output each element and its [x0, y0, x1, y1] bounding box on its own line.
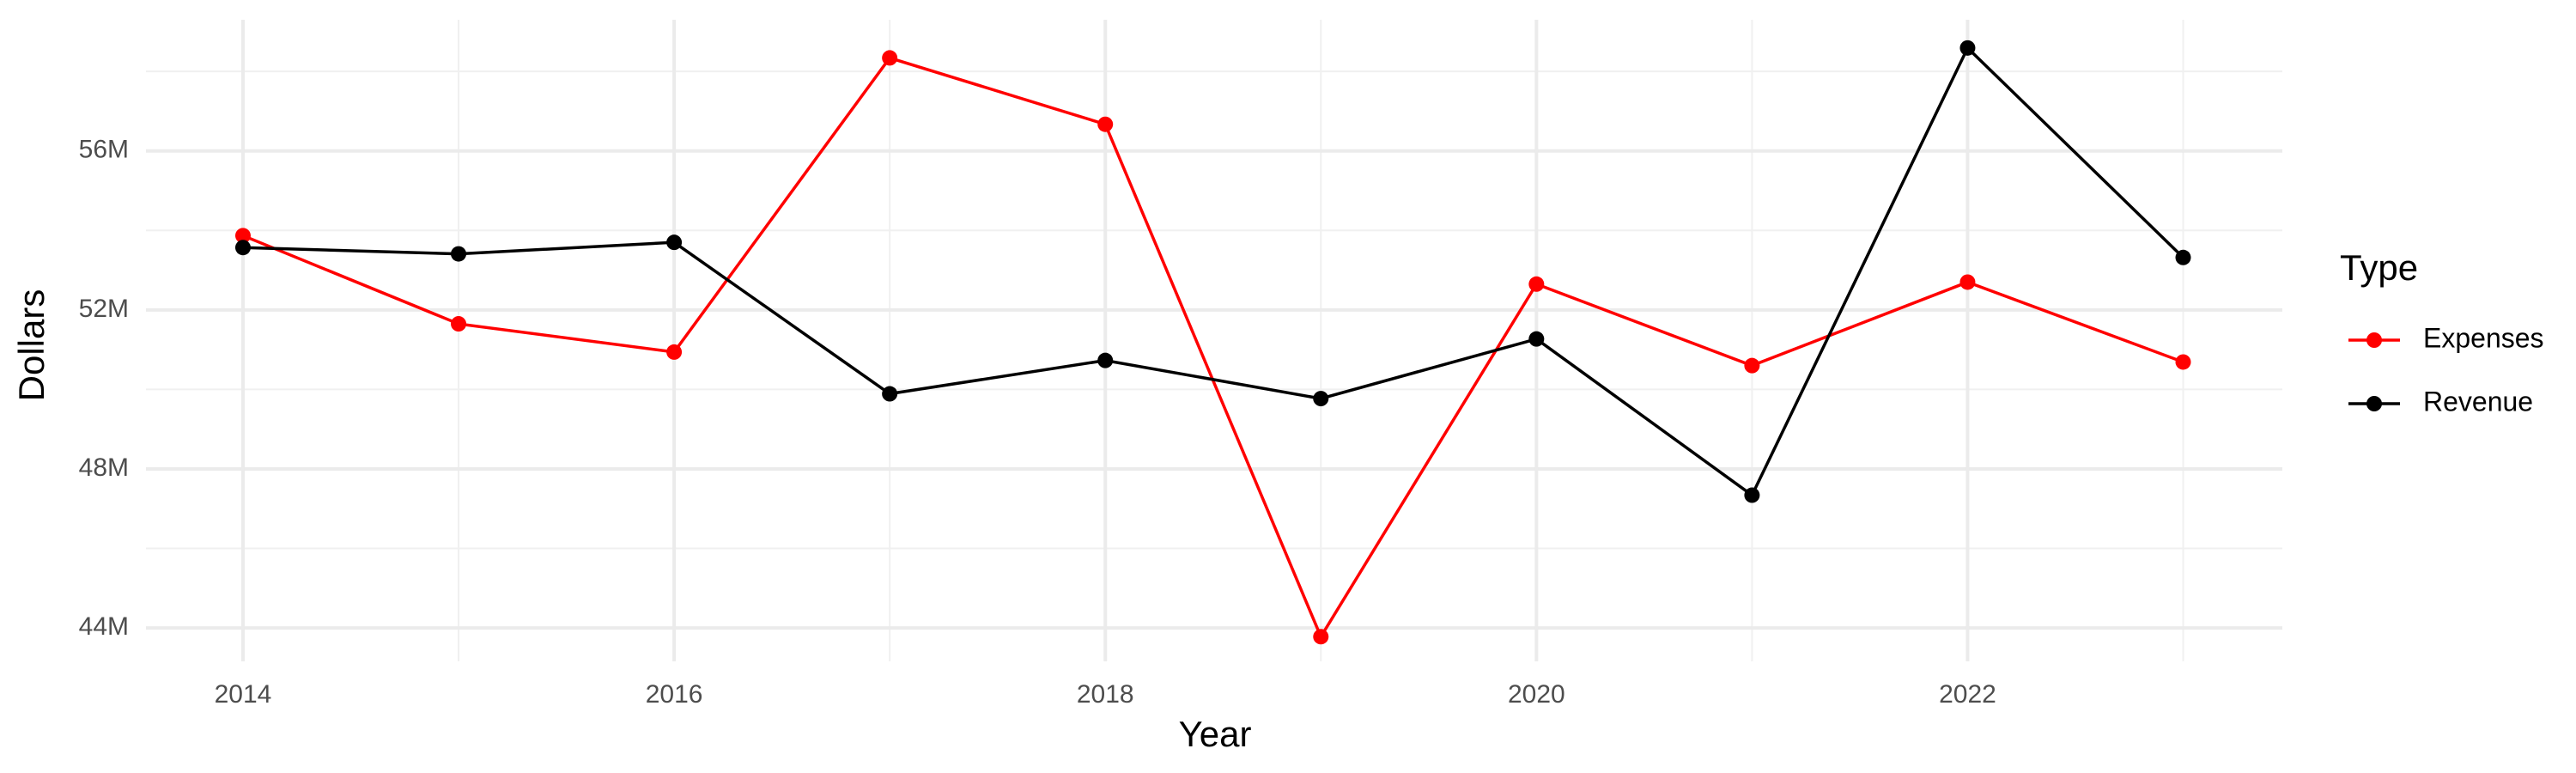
point: [1097, 352, 1114, 368]
y-tick-label: 56M: [79, 136, 129, 164]
x-tick-label: 2020: [1508, 680, 1565, 709]
point: [1959, 40, 1976, 56]
line: [242, 45, 2184, 498]
y-tick-label: 44M: [79, 612, 129, 641]
x-tick-label: 2016: [646, 680, 703, 709]
point: [451, 316, 467, 332]
point: [882, 50, 898, 66]
point: [1528, 331, 1545, 347]
point: [1959, 274, 1976, 290]
point: [234, 228, 251, 244]
point: [882, 386, 898, 402]
x-tick-label: 2018: [1077, 680, 1134, 709]
y-axis-title: Dollars: [11, 289, 52, 402]
point: [451, 246, 467, 262]
x-axis-title: Year: [1179, 714, 1252, 754]
legend-key-point: [2366, 332, 2382, 348]
point: [1313, 391, 1329, 407]
y-tick-label: 48M: [79, 453, 129, 482]
point: [2175, 354, 2191, 370]
point: [1313, 629, 1329, 645]
legend-label: Revenue: [2423, 386, 2533, 417]
point: [1528, 276, 1545, 292]
line: [242, 56, 2184, 641]
point: [2175, 249, 2191, 265]
point: [666, 234, 683, 251]
legend-label: Expenses: [2423, 322, 2544, 353]
x-tick-label: 2014: [215, 680, 272, 709]
y-tick-label: 52M: [79, 295, 129, 323]
legend-title: Type: [2340, 247, 2418, 288]
point: [234, 240, 251, 256]
point: [666, 344, 683, 360]
point: [1097, 116, 1114, 132]
point: [1744, 357, 1760, 374]
legend-key-point: [2366, 396, 2382, 411]
point: [1744, 487, 1760, 503]
x-tick-label: 2022: [1939, 680, 1996, 709]
